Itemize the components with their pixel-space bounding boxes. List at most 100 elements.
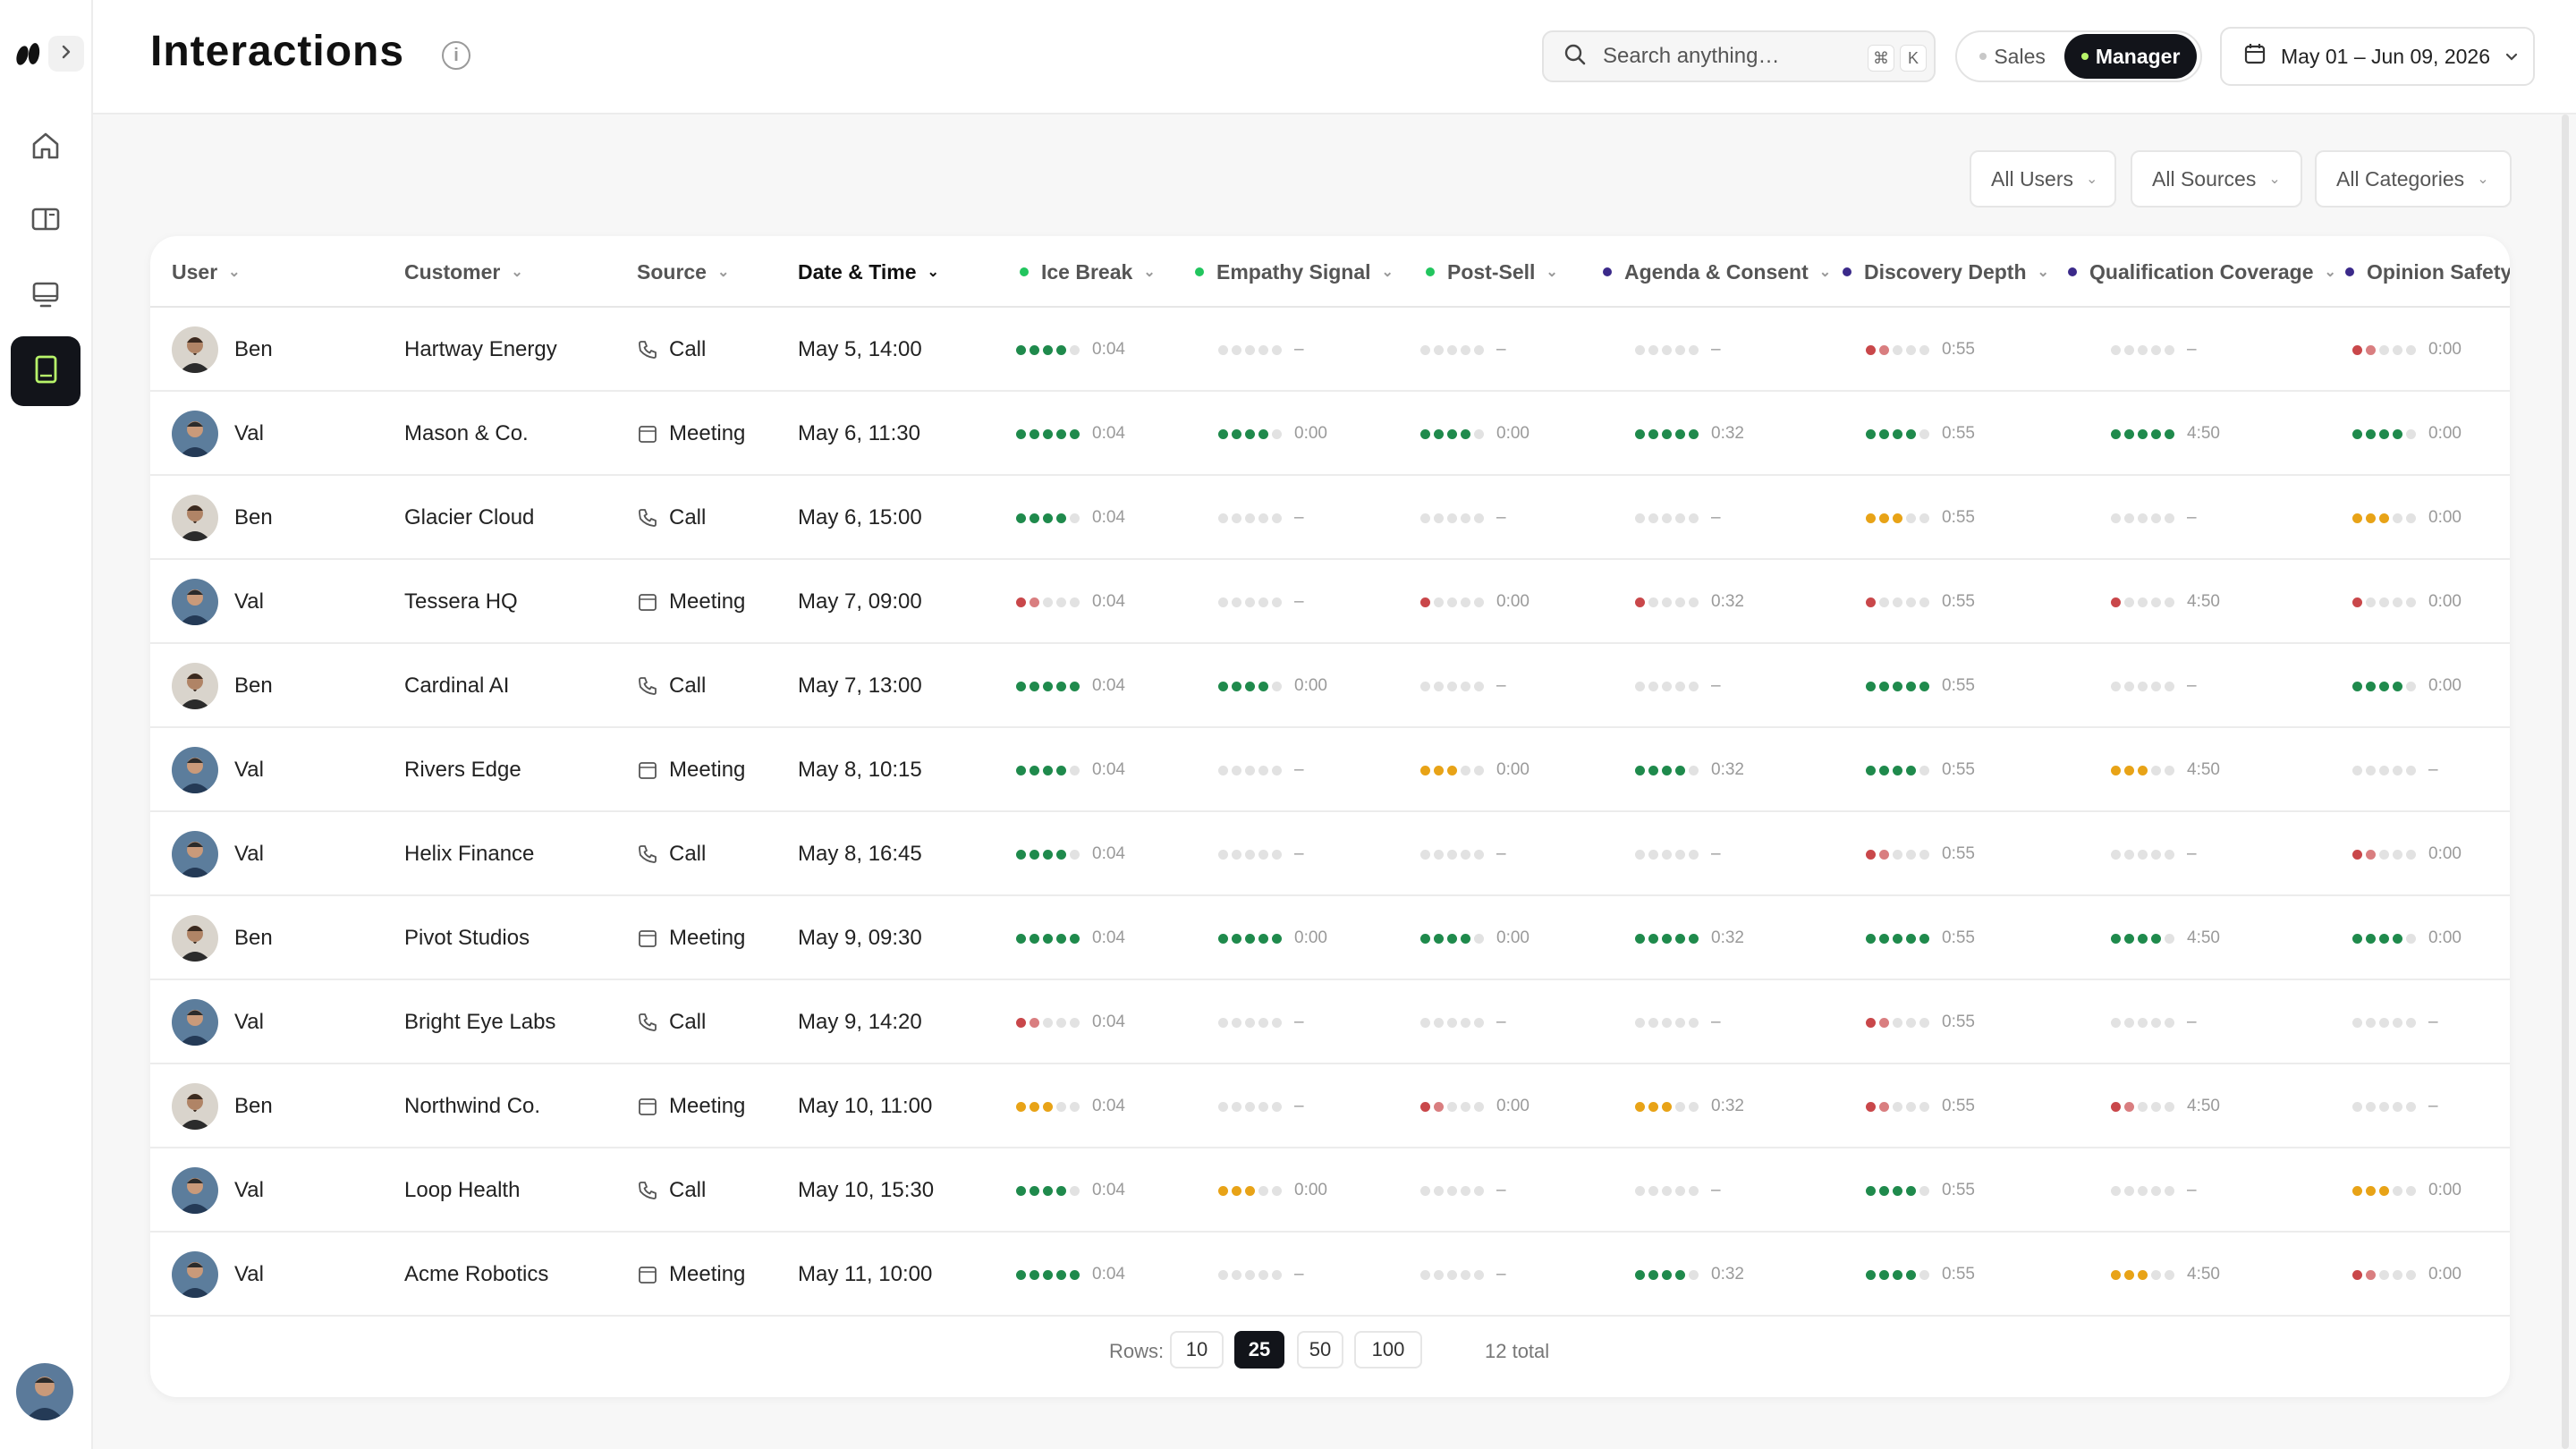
current-user-avatar[interactable]: [16, 1363, 73, 1420]
rating-dot: [1893, 1101, 1902, 1112]
score-qualification-coverage: 4:50: [2111, 728, 2220, 812]
filter-sources[interactable]: All Sources ⌄: [2131, 150, 2302, 208]
column-header-customer[interactable]: Customer ⌄: [404, 236, 523, 308]
table-row[interactable]: Ben Northwind Co. Meeting May 10, 11:00 0:04…: [150, 1064, 2510, 1148]
score-opinion-safety: 0:00: [2352, 812, 2462, 896]
rating-dot: [2366, 681, 2376, 691]
category-dot: [2345, 267, 2354, 276]
rating-dot: [2111, 765, 2121, 775]
rows-per-page-25[interactable]: 25: [1234, 1331, 1284, 1368]
user-name: Ben: [234, 505, 273, 530]
rating-dot: [1447, 681, 1457, 691]
user-avatar: [172, 411, 218, 457]
column-header-label: User: [172, 259, 218, 284]
rating-dot: [2366, 1017, 2376, 1028]
source-label: Meeting: [669, 1094, 746, 1118]
score-duration: –: [1294, 1013, 1304, 1031]
table-row[interactable]: Val Tessera HQ Meeting May 7, 09:00 0:04 – 0:0…: [150, 560, 2510, 644]
rating-dot: [1258, 1185, 1268, 1196]
rating-dot: [1635, 428, 1645, 439]
date-range-picker[interactable]: May 01 – Jun 09, 2026: [2220, 27, 2535, 86]
datetime-cell: May 8, 10:15: [798, 758, 922, 782]
rating-dot: [1919, 1101, 1929, 1112]
rating-dot: [2393, 933, 2402, 944]
mode-sales-option[interactable]: Sales: [1961, 34, 2064, 79]
category-dot: [1426, 267, 1435, 276]
expand-sidebar-button[interactable]: [48, 36, 84, 72]
rating-dots: [2111, 513, 2174, 523]
table-row[interactable]: Ben Cardinal AI Call May 7, 13:00 0:04 0:00 – –…: [150, 644, 2510, 728]
rows-per-page-50[interactable]: 50: [1297, 1331, 1343, 1368]
score-opinion-safety: 0:00: [2352, 392, 2462, 476]
rows-per-page-10[interactable]: 10: [1170, 1331, 1224, 1368]
rating-dot: [2165, 1185, 2174, 1196]
score-opinion-safety: 0:00: [2352, 476, 2462, 560]
rating-dot: [1893, 849, 1902, 860]
table-row[interactable]: Ben Pivot Studios Meeting May 9, 09:30 0:04 0…: [150, 896, 2510, 980]
rating-dot: [1893, 765, 1902, 775]
score-duration: 0:04: [1092, 1265, 1125, 1284]
rating-dot: [2366, 597, 2376, 607]
table-row[interactable]: Ben Hartway Energy Call May 5, 14:00 0:04 – – –…: [150, 308, 2510, 392]
rating-dot: [1474, 428, 1484, 439]
filter-users-label: All Users: [1991, 166, 2074, 191]
brand-logo[interactable]: [13, 39, 48, 68]
calendar-icon: [637, 1264, 658, 1285]
table-row[interactable]: Val Helix Finance Call May 8, 16:45 0:04 – – – 0…: [150, 812, 2510, 896]
rating-dot: [2151, 765, 2161, 775]
column-header-empathy-signal[interactable]: Empathy Signal ⌄: [1195, 236, 1394, 308]
active-dot: [2080, 53, 2089, 60]
rating-dot: [1272, 681, 1282, 691]
column-header-agenda-consent[interactable]: Agenda & Consent ⌄: [1603, 236, 1831, 308]
rating-dot: [1662, 1101, 1672, 1112]
nav-home[interactable]: [11, 113, 80, 182]
rating-dots: [2111, 597, 2174, 607]
rating-dot: [1893, 1017, 1902, 1028]
column-header-discovery-depth[interactable]: Discovery Depth ⌄: [1843, 236, 2049, 308]
rating-dot: [1245, 933, 1255, 944]
mode-manager-option[interactable]: Manager: [2064, 34, 2197, 79]
column-header-post-sell[interactable]: Post-Sell ⌄: [1426, 236, 1558, 308]
score-post-sell: –: [1420, 644, 1506, 728]
user-cell: Val: [172, 812, 264, 896]
score-empathy-signal: –: [1218, 1233, 1304, 1317]
rows-per-page-100[interactable]: 100: [1354, 1331, 1422, 1368]
column-header-date-time[interactable]: Date & Time ⌄: [798, 236, 939, 308]
rating-dot: [1675, 597, 1685, 607]
column-header-qualification-coverage[interactable]: Qualification Coverage ⌄: [2068, 236, 2336, 308]
rating-dots: [1420, 681, 1484, 691]
category-dot: [1020, 267, 1029, 276]
info-icon[interactable]: i: [442, 41, 470, 70]
page-scrollbar[interactable]: [2562, 114, 2569, 1449]
column-header-source[interactable]: Source ⌄: [637, 236, 729, 308]
rating-dot: [1662, 933, 1672, 944]
table-row[interactable]: Ben Glacier Cloud Call May 6, 15:00 0:04 – – – 0…: [150, 476, 2510, 560]
user-cell: Ben: [172, 308, 273, 392]
rating-dots: [1635, 428, 1699, 439]
column-header-ice-break[interactable]: Ice Break ⌄: [1020, 236, 1156, 308]
rating-dot: [1689, 344, 1699, 355]
table-row[interactable]: Val Loop Health Call May 10, 15:30 0:04 0:00 –…: [150, 1148, 2510, 1233]
table-row[interactable]: Val Acme Robotics Meeting May 11, 10:00 0:04…: [150, 1233, 2510, 1317]
table-row[interactable]: Val Bright Eye Labs Call May 9, 14:20 0:04 – –…: [150, 980, 2510, 1064]
score-discovery-depth: 0:55: [1866, 308, 1975, 392]
table-row[interactable]: Val Mason & Co. Meeting May 6, 11:30 0:04 0:0…: [150, 392, 2510, 476]
rating-dot: [2124, 597, 2134, 607]
nav-screen[interactable]: [11, 261, 80, 331]
phone-icon: [637, 843, 658, 865]
search-input[interactable]: Search anything… ⌘ K: [1542, 30, 1936, 82]
column-header-opinion-safety[interactable]: Opinion Safety⌄: [2345, 236, 2510, 308]
filter-users[interactable]: All Users ⌄: [1970, 150, 2116, 208]
column-header-user[interactable]: User ⌄: [172, 236, 241, 308]
nav-library[interactable]: [11, 186, 80, 256]
chevron-down-icon: ⌄: [2268, 172, 2281, 187]
filter-categories[interactable]: All Categories ⌄: [2315, 150, 2512, 208]
rating-dots: [1218, 849, 1282, 860]
nav-interactions[interactable]: [11, 336, 80, 406]
score-duration: 0:00: [1294, 928, 1327, 947]
score-duration: –: [2428, 760, 2438, 779]
rating-dot: [1474, 1017, 1484, 1028]
score-discovery-depth: 0:55: [1866, 1148, 1975, 1233]
table-row[interactable]: Val Rivers Edge Meeting May 8, 10:15 0:04 – 0:…: [150, 728, 2510, 812]
score-empathy-signal: 0:00: [1218, 392, 1327, 476]
